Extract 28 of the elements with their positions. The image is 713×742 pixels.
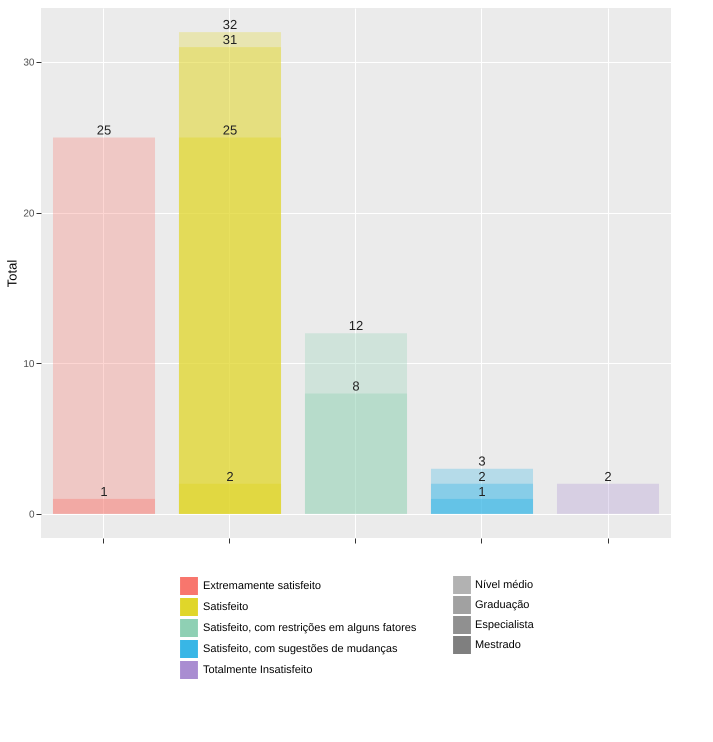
text: Extremamente satisfeito bbox=[203, 580, 321, 592]
data-label: 1 bbox=[478, 484, 486, 499]
bar bbox=[556, 484, 660, 514]
text: Nível médio bbox=[475, 579, 534, 591]
data-label: 3 bbox=[478, 454, 486, 469]
text: Especialista bbox=[475, 619, 535, 631]
text: Mestrado bbox=[475, 639, 521, 651]
y-tick-label: 20 bbox=[23, 208, 35, 220]
y-tick-label: 10 bbox=[23, 358, 35, 370]
bar bbox=[178, 484, 282, 514]
text: Satisfeito, com sugestões de mudanças bbox=[203, 643, 398, 655]
text: Satisfeito bbox=[203, 601, 248, 613]
data-label: 2 bbox=[604, 468, 612, 484]
data-label: 12 bbox=[348, 318, 364, 334]
data-label: 2 bbox=[226, 468, 234, 484]
text: Totalmente Insatisfeito bbox=[203, 664, 312, 676]
y-tick-label: 0 bbox=[28, 509, 35, 520]
data-label: 32 bbox=[222, 17, 238, 32]
text: Graduação bbox=[475, 599, 530, 611]
text: Satisfeito, com restrições em alguns fatores bbox=[203, 622, 417, 634]
data-label: 1 bbox=[100, 484, 108, 499]
y-axis-title: Total bbox=[4, 260, 20, 288]
data-label: 25 bbox=[96, 122, 112, 138]
y-tick-label: 30 bbox=[23, 58, 35, 69]
data-label: 2 bbox=[478, 468, 486, 484]
data-label: 31 bbox=[222, 32, 238, 48]
data-label: 25 bbox=[222, 122, 238, 138]
data-label: 8 bbox=[352, 378, 360, 394]
